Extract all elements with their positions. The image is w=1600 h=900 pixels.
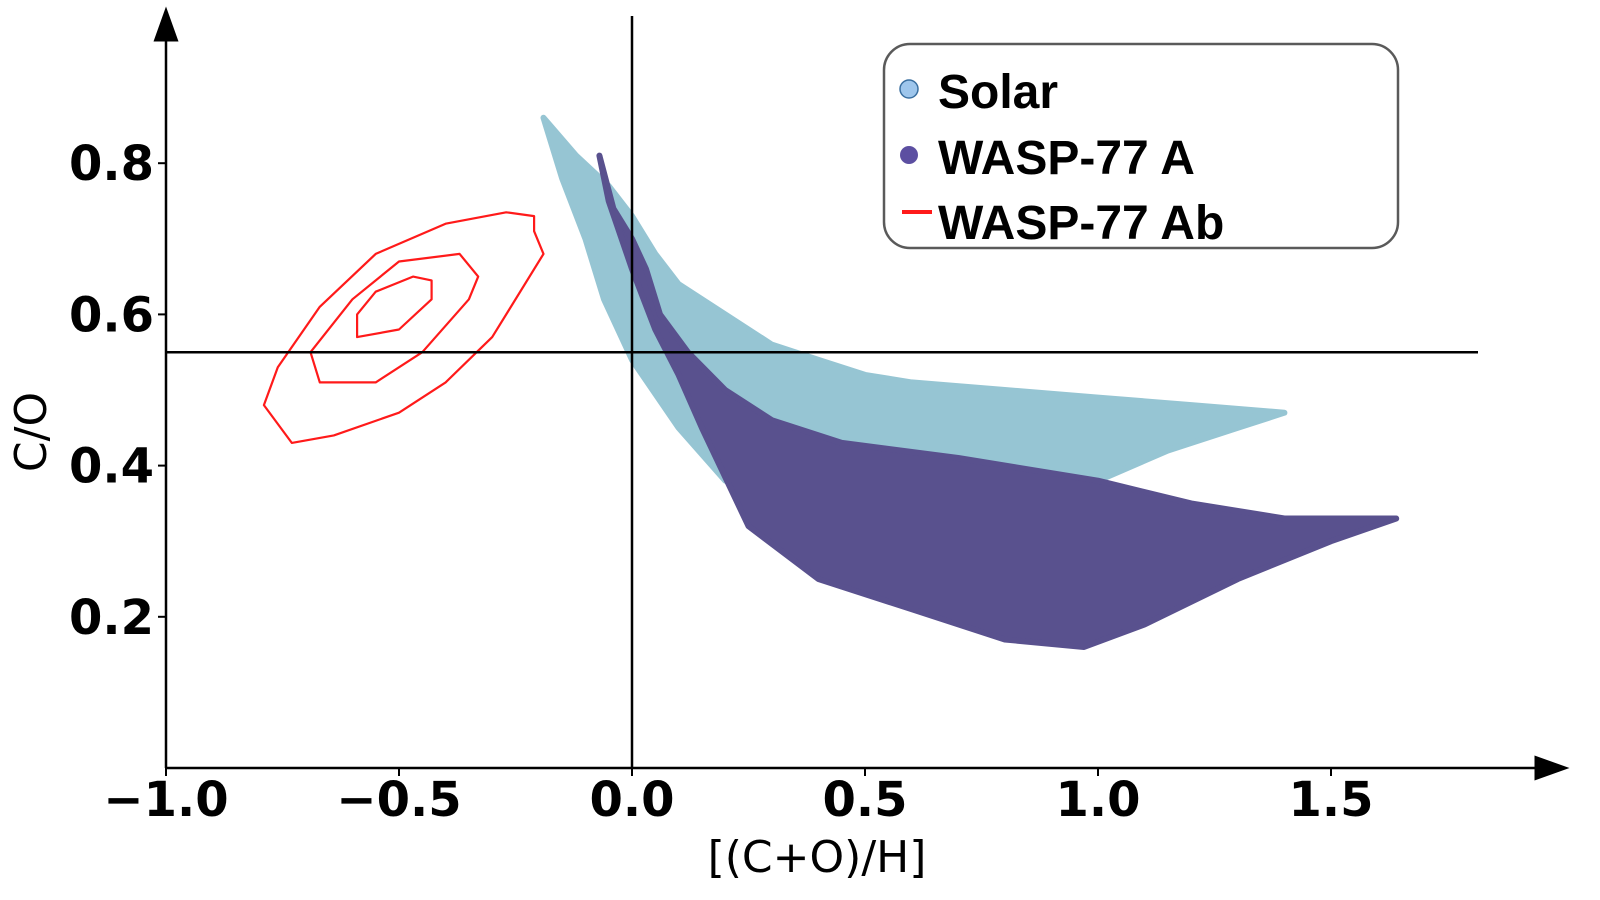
x-tick-label: −1.0 [103,772,228,828]
contour-level-1-wasp-77-ab [262,211,545,444]
contour-level-3-wasp-77-ab [356,275,433,339]
series-region-wasp-77-a [596,152,1400,650]
legend-label-solar: Solar [938,66,1058,119]
x-tick-label: 0.0 [589,772,674,828]
x-ticks: −1.0 −0.5 0.0 0.5 1.0 1.5 [103,768,1374,828]
legend-marker-solar [899,79,919,99]
x-tick-label: 0.5 [822,772,907,828]
series-layer [262,114,1400,650]
y-axis-title: C/O [6,392,57,472]
y-ticks: 0.2 0.4 0.6 0.8 [69,136,166,646]
x-tick-label: 1.0 [1055,772,1140,828]
y-tick-label: 0.2 [69,590,154,646]
legend-label-wasp77a: WASP-77 A [938,132,1195,185]
legend: Solar WASP-77 A WASP-77 Ab [882,42,1400,250]
reference-lines [166,16,1478,768]
y-tick-label: 0.4 [69,439,154,495]
legend-marker-wasp77a [900,146,918,164]
legend-label-wasp77ab: WASP-77 Ab [938,197,1224,250]
y-tick-label: 0.6 [69,287,154,343]
y-tick-label: 0.8 [69,136,154,192]
legend-box [882,42,1400,250]
contour-level-2-wasp-77-ab [309,252,480,384]
x-tick-label: −0.5 [336,772,461,828]
x-axis-title: [(C+O)/H] [708,832,927,883]
x-tick-label: 1.5 [1288,772,1373,828]
